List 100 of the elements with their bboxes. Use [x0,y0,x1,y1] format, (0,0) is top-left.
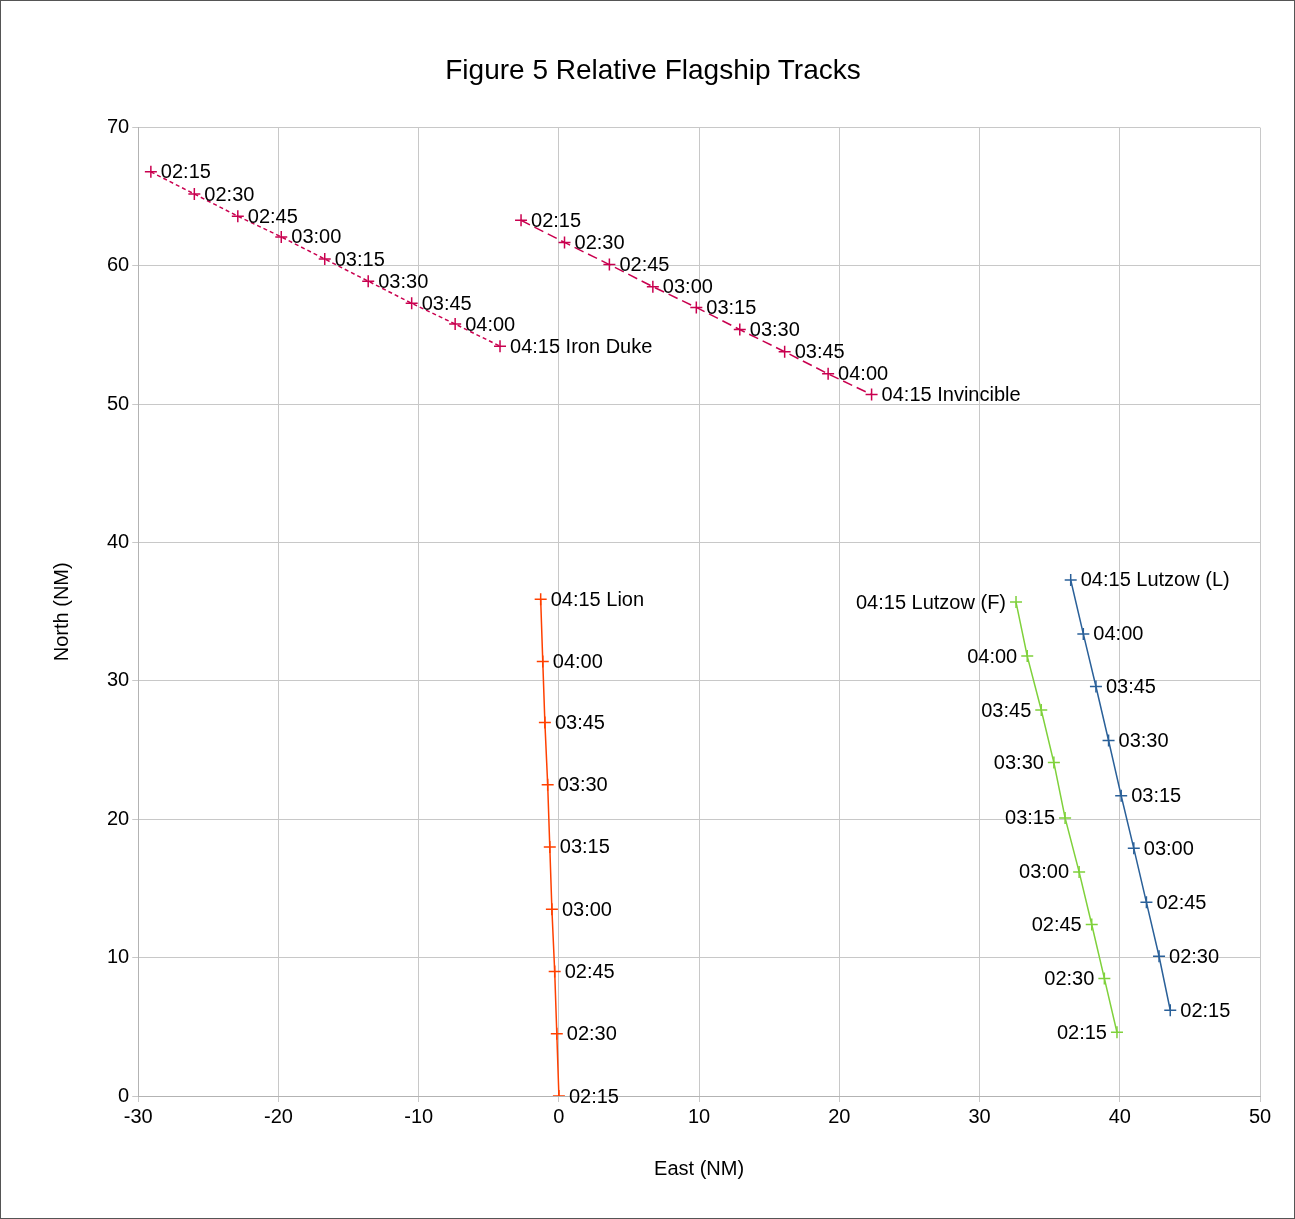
point [187,187,202,201]
x-tick-label: 30 [968,1104,991,1127]
point [733,322,747,337]
annotation: 02:15 [1056,1020,1107,1043]
point [1084,917,1099,932]
point [557,235,572,250]
point [1097,971,1112,986]
annotation: 02:15 [1180,998,1231,1021]
annotation: 03:30 [557,773,608,796]
annotation: 03:00 [1019,860,1070,883]
annotation: 02:30 [566,1022,617,1045]
chart-title: Figure 5 Relative Flagship Tracks [445,53,861,85]
annotation: 04:00 [1093,622,1144,645]
point [1163,1003,1178,1017]
point [1034,703,1049,717]
annotation: 02:30 [574,230,625,253]
point [538,715,552,730]
point [821,367,835,381]
x-tick-label: 0 [553,1104,565,1127]
annotation: 04:15 Lutzow (F) [855,590,1007,613]
y-tick-label: 50 [107,391,130,414]
point [864,387,879,402]
point [547,964,562,979]
annotation: 04:00 [967,644,1018,667]
y-tick-label: 30 [107,668,130,691]
annotation: 02:15 [531,208,582,231]
annotation: 03:00 [561,897,612,920]
point [1020,649,1034,663]
point [1152,949,1166,964]
annotation: 04:15 Lion [550,587,645,610]
annotation: 03:45 [981,698,1032,721]
point [1058,811,1072,825]
point [1114,789,1128,803]
y-tick-label: 0 [118,1083,130,1106]
x-axis-title: East (NM) [654,1156,745,1179]
annotation: 03:15 [559,835,610,858]
point [550,1027,564,1041]
x-tick-label: -20 [264,1104,293,1127]
annotation: 02:45 [1156,890,1207,913]
point [777,344,792,359]
point [540,777,555,792]
point [1063,573,1078,587]
annotation: 02:30 [1169,944,1220,967]
annotation: 03:30 [993,751,1044,774]
annotation: 04:15 Lutzow (L) [1080,568,1230,591]
annotation: 03:00 [662,275,713,298]
point [493,339,507,353]
point [1139,895,1154,910]
annotation: 03:15 [1131,784,1182,807]
x-tick-label: -30 [123,1104,153,1127]
point [1110,1025,1124,1040]
x-tick-label: -10 [404,1104,434,1127]
y-tick-label: 40 [107,530,130,553]
annotation: 02:45 [564,960,615,983]
annotation: 03:15 [334,247,385,270]
point [144,165,158,179]
point [602,257,617,272]
annotation: 02:15 [160,160,211,183]
point [448,317,462,331]
point [1076,627,1091,641]
annotation: 03:45 [554,710,605,733]
y-tick-label: 60 [107,253,130,276]
y-tick-label: 70 [107,115,130,138]
point [689,300,704,315]
annotation: 03:45 [1105,675,1157,698]
point [536,654,550,669]
annotation: 02:45 [247,204,298,227]
point [361,274,375,288]
point [1089,679,1103,694]
annotation: 04:00 [465,312,516,335]
x-tick-label: 10 [688,1104,711,1127]
annotation: 04:00 [838,362,889,385]
point [404,296,419,311]
annotation: 03:00 [291,225,342,248]
annotation: 03:45 [794,340,845,363]
annotation: 03:00 [1143,836,1194,859]
point [514,213,528,228]
point [646,279,660,294]
x-tick-label: 50 [1248,1104,1272,1127]
annotation: 04:00 [552,650,603,673]
point [274,230,289,244]
annotation: 03:15 [706,295,757,318]
y-tick-label: 10 [107,945,130,968]
annotation: 03:30 [749,318,800,341]
annotation: 02:15 [568,1084,619,1107]
point [317,252,332,266]
annotation: 03:30 [1118,728,1169,751]
annotation: 02:45 [1031,912,1082,935]
annotation: 04:15 Iron Duke [510,334,653,357]
annotation: 02:30 [1044,966,1095,989]
point [1047,755,1061,770]
point [1072,865,1086,879]
point [1127,841,1141,856]
point [1009,595,1023,609]
annotation: 03:30 [378,269,429,292]
annotation: 02:30 [204,182,255,205]
point [533,592,548,607]
point [543,840,557,854]
y-tick-label: 20 [107,806,130,829]
point [1101,733,1116,748]
